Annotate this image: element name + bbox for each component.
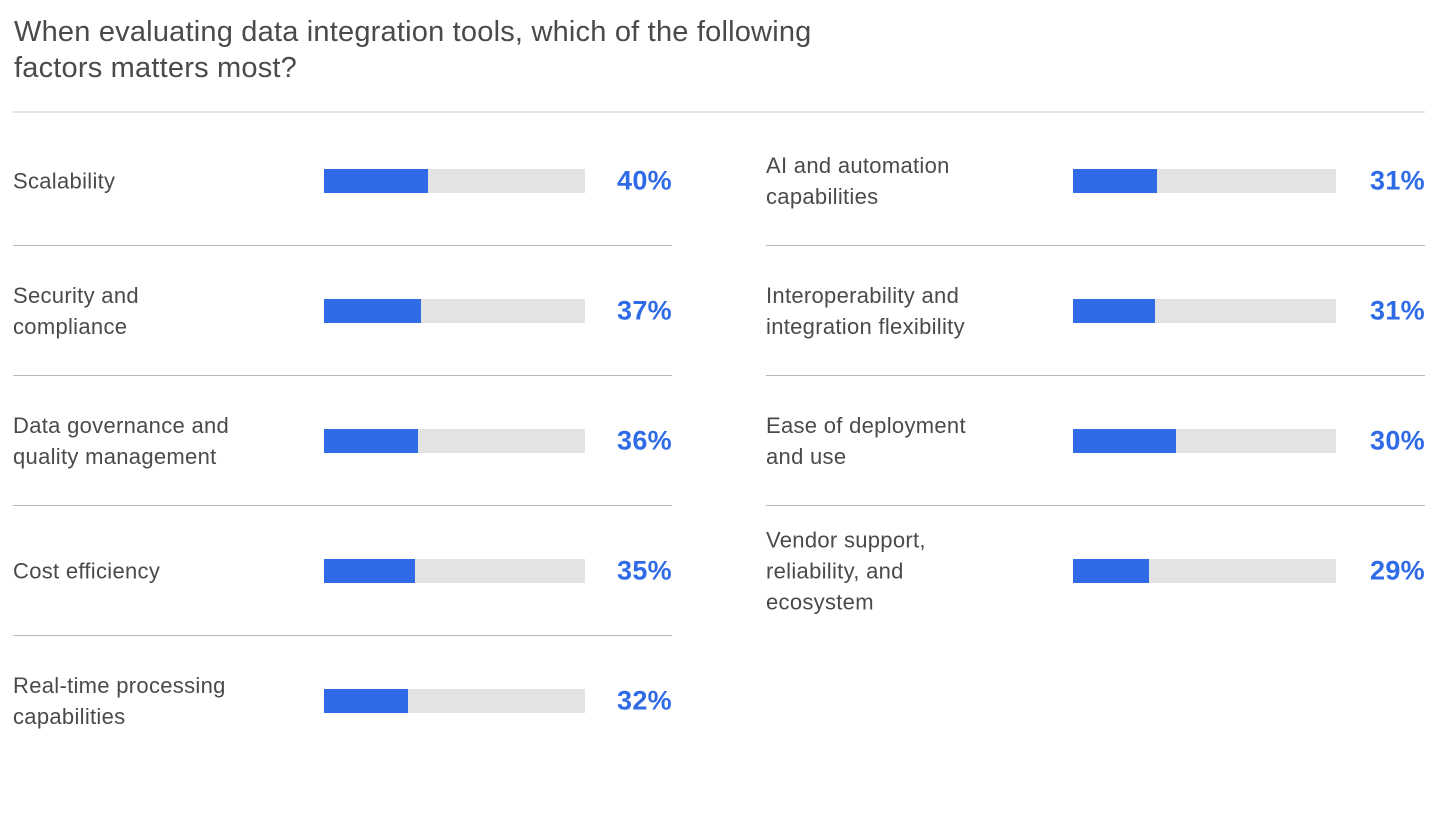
bar-track	[324, 689, 585, 713]
bar-label: Scalability	[13, 168, 116, 194]
bar-fill	[324, 169, 429, 193]
bar-row: Ease of deployment and use 30%	[766, 376, 1425, 506]
bar-track	[324, 299, 585, 323]
bar-track	[1073, 169, 1336, 193]
bar-fill	[1073, 299, 1155, 323]
row-divider	[766, 505, 1425, 506]
bar-row: Real-time processing capabilities 32%	[13, 636, 672, 766]
bar-track	[324, 169, 585, 193]
row-divider	[766, 245, 1425, 246]
row-divider	[13, 505, 672, 506]
bar-row: Vendor support, reliability, and ecosystem…	[766, 506, 1425, 636]
bar-value-label: 35%	[617, 555, 672, 586]
bar-fill	[324, 559, 416, 583]
bar-fill	[324, 689, 408, 713]
bar-label: Real-time processing capabilities	[13, 673, 226, 729]
title-divider	[13, 111, 1425, 113]
bar-label: Ease of deployment and use	[766, 413, 966, 469]
bar-value-label: 31%	[1370, 295, 1425, 326]
bar-value-label: 29%	[1370, 555, 1425, 586]
row-divider	[13, 375, 672, 376]
bar-label: AI and automation capabilities	[766, 153, 950, 209]
bar-track	[1073, 299, 1336, 323]
bar-track	[1073, 429, 1336, 453]
bar-label: Cost efficiency	[13, 558, 161, 584]
bar-row: Cost efficiency 35%	[13, 506, 672, 636]
bar-row: Interoperability and integration flexibil…	[766, 246, 1425, 376]
chart-title: When evaluating data integration tools, …	[14, 16, 812, 84]
bar-value-label: 37%	[617, 295, 672, 326]
bar-label: Interoperability and integration flexibil…	[766, 283, 965, 339]
chart-column-right: AI and automation capabilities 31% Interope…	[766, 116, 1425, 636]
bar-fill	[1073, 559, 1150, 583]
row-divider	[13, 635, 672, 636]
bar-label: Data governance and quality management	[13, 413, 230, 469]
bar-value-label: 36%	[617, 425, 672, 456]
bar-track	[324, 559, 585, 583]
bar-value-label: 40%	[617, 165, 672, 196]
bar-row: AI and automation capabilities 31%	[766, 116, 1425, 246]
bar-fill	[1073, 169, 1158, 193]
bar-track	[324, 429, 585, 453]
bar-row: Scalability 40%	[13, 116, 672, 246]
bar-track	[1073, 559, 1336, 583]
bar-fill	[324, 299, 421, 323]
bar-value-label: 30%	[1370, 425, 1425, 456]
bar-value-label: 32%	[617, 685, 672, 716]
bar-label: Vendor support, reliability, and ecosystem	[766, 527, 926, 615]
row-divider	[766, 375, 1425, 376]
bar-row: Data governance and quality management 36%	[13, 376, 672, 506]
bar-label: Security and compliance	[13, 283, 139, 339]
chart-column-left: Scalability 40% Security and compliance 37% D…	[13, 116, 672, 766]
bar-fill	[324, 429, 418, 453]
bar-value-label: 31%	[1370, 165, 1425, 196]
bar-fill	[1073, 429, 1176, 453]
bar-row: Security and compliance 37%	[13, 246, 672, 376]
row-divider	[13, 245, 672, 246]
